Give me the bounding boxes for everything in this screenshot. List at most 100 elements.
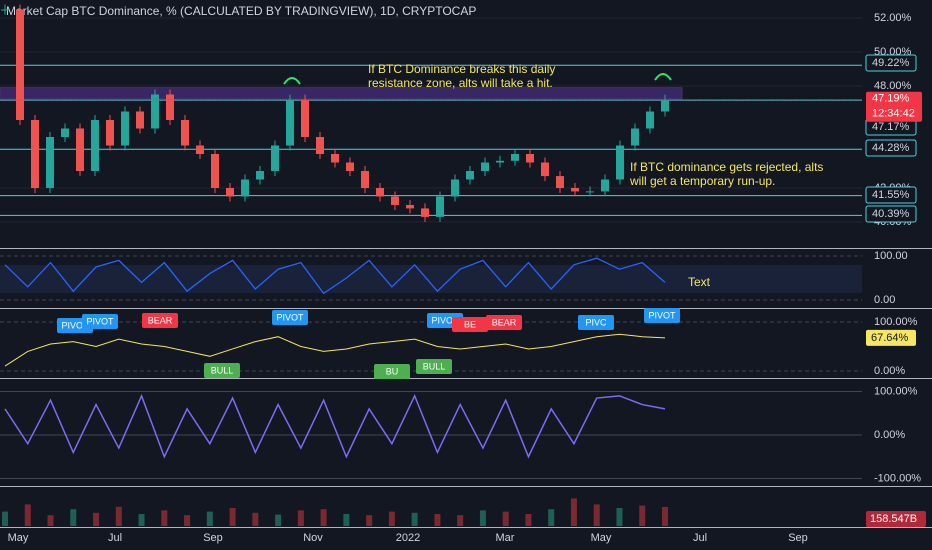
panel-separators (0, 248, 932, 528)
candle (286, 99, 294, 146)
candle (601, 179, 609, 192)
candle (436, 196, 444, 217)
volume-bar (70, 509, 77, 526)
candle (316, 137, 324, 154)
badge-label: PIVOT (648, 310, 676, 320)
osc-line (4, 393, 666, 459)
peak-arc (654, 73, 672, 81)
candle (61, 128, 69, 137)
panel-tick-label: 100.00% (874, 385, 918, 397)
candle (541, 162, 549, 177)
stoch-note: Text (688, 275, 711, 289)
badge-label: BU (386, 366, 399, 376)
candle (526, 154, 534, 163)
volume-bar (411, 512, 418, 526)
stoch-band (0, 265, 862, 293)
volume-bar (525, 514, 532, 526)
candle (391, 196, 399, 205)
candle (631, 128, 639, 146)
candle (346, 162, 354, 171)
candle (16, 9, 24, 120)
candle (76, 128, 84, 171)
candle (421, 208, 429, 217)
candle (241, 179, 249, 197)
volume-bar (548, 509, 555, 526)
panel-tick-label: 100.00% (874, 316, 918, 328)
level-label: 44.28% (872, 142, 910, 154)
badge (416, 359, 452, 374)
volume-last-label: 158.547B (870, 513, 917, 525)
volume-bar (570, 498, 577, 526)
time-label: Mar (496, 532, 515, 544)
badge-label: BEAR (148, 315, 173, 325)
level-label: 40.39% (872, 208, 910, 220)
volume-bar (138, 514, 145, 526)
price-tick-label: 52.00% (874, 12, 912, 24)
volume-bar (366, 515, 373, 526)
volume-bar (502, 511, 509, 526)
badge-label: PIVC (585, 317, 607, 327)
volume-bar (206, 511, 213, 526)
volume-bar (639, 505, 646, 526)
annotation: resistance zone, alts will take a hit. (368, 76, 553, 90)
time-label: May (8, 532, 29, 544)
annotation: If BTC Dominance breaks this daily (368, 62, 555, 76)
volume-bar (434, 514, 441, 526)
pivot-last-label: 67.64% (871, 332, 909, 344)
volume-bar (2, 511, 8, 526)
candle (136, 111, 144, 129)
badge-label: PIVOT (61, 320, 89, 330)
level-label-box (865, 139, 917, 157)
badge-label: PIVOT (86, 316, 114, 326)
level-label: 41.55% (872, 189, 910, 201)
volume-bar (320, 509, 327, 526)
candle (511, 154, 519, 161)
candle (151, 94, 159, 129)
candle (616, 145, 624, 180)
candle (31, 120, 39, 188)
time-label: Sep (203, 532, 223, 544)
panel-tick-label: 0.00% (874, 365, 905, 377)
candle (196, 145, 204, 154)
volume-bar (93, 512, 100, 526)
candle (406, 205, 414, 209)
candle (226, 188, 234, 197)
volume-bar (297, 510, 304, 526)
candle (571, 188, 579, 192)
badge-label: PIVOT (431, 315, 459, 325)
candle (106, 120, 114, 146)
volume-bar (24, 504, 31, 526)
candle (256, 171, 264, 180)
candle (481, 162, 489, 171)
time-label: 2022 (396, 532, 420, 544)
layer: 52.00%50.00%48.00%42.00%40.00%49.22%47.1… (0, 4, 926, 544)
time-label: Sep (788, 532, 808, 544)
time-label: May (591, 532, 612, 544)
badge (204, 363, 240, 378)
chart-title: Market Cap BTC Dominance, % (CALCULATED … (6, 4, 476, 18)
panel-tick-label: 0.00 (874, 294, 895, 306)
pivot-last-box (866, 329, 916, 346)
volume-bar (115, 506, 122, 526)
level-label: 49.22% (872, 57, 910, 69)
badge (142, 313, 178, 328)
time-label: Nov (303, 532, 323, 544)
resistance-zone (0, 87, 683, 100)
candle (646, 111, 654, 129)
level-label-box (865, 186, 917, 204)
volume-bar (616, 508, 623, 526)
candle (166, 94, 174, 120)
volume-bar (161, 510, 168, 526)
volume-bar (184, 515, 191, 526)
badge (578, 315, 614, 330)
candle (301, 99, 309, 137)
candle (331, 154, 339, 163)
badge (374, 364, 410, 379)
candle (586, 191, 594, 193)
badge-label: BULL (423, 361, 446, 371)
badge (82, 314, 118, 329)
panel-tick-label: 100.00 (874, 250, 908, 262)
candle (376, 188, 384, 197)
badge-label: PIVOT (276, 312, 304, 322)
current-price-label: 47.19% (872, 93, 910, 105)
